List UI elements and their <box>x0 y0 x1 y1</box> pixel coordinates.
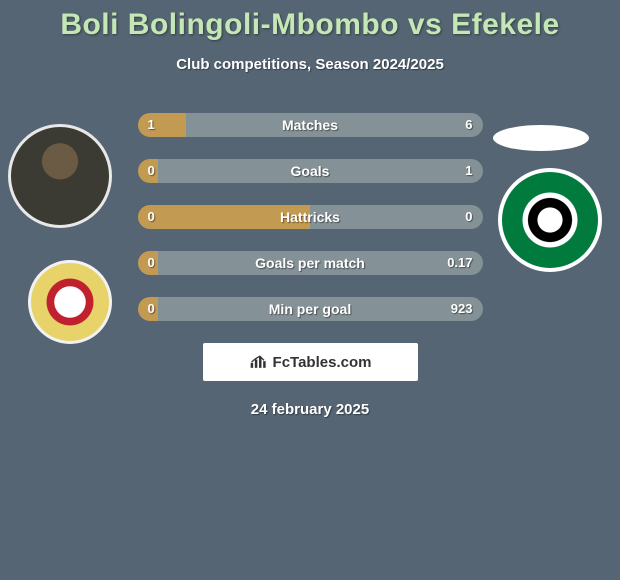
stat-value-right: 923 <box>451 297 473 321</box>
stat-value-right: 0.17 <box>447 251 472 275</box>
chart-icon <box>249 354 269 370</box>
oval-right <box>493 125 589 151</box>
date-label: 24 february 2025 <box>0 401 620 418</box>
stat-row: Goals0 1 <box>138 159 483 183</box>
stat-label: Goals <box>138 159 483 183</box>
stat-value-left: 0 <box>148 297 155 321</box>
stat-label: Hattricks <box>138 205 483 229</box>
stat-row: Hattricks0 0 <box>138 205 483 229</box>
branding-badge: FcTables.com <box>203 343 418 381</box>
stat-row: Goals per match0 0.17 <box>138 251 483 275</box>
page-title: Boli Bolingoli-Mbombo vs Efekele <box>0 0 620 42</box>
stat-row: Matches1 6 <box>138 113 483 137</box>
stat-row: Min per goal0 923 <box>138 297 483 321</box>
stat-label: Goals per match <box>138 251 483 275</box>
page-subtitle: Club competitions, Season 2024/2025 <box>0 56 620 73</box>
stat-value-left: 0 <box>148 251 155 275</box>
stat-value-left: 0 <box>148 205 155 229</box>
stat-value-left: 1 <box>148 113 155 137</box>
stat-label: Matches <box>138 113 483 137</box>
club-badge-right <box>498 168 602 272</box>
stat-label: Min per goal <box>138 297 483 321</box>
stat-value-right: 0 <box>465 205 472 229</box>
club-badge-left <box>28 260 112 344</box>
branding-text: FcTables.com <box>273 354 372 371</box>
stat-value-right: 6 <box>465 113 472 137</box>
player-avatar <box>8 124 112 228</box>
stat-value-left: 0 <box>148 159 155 183</box>
stat-value-right: 1 <box>465 159 472 183</box>
